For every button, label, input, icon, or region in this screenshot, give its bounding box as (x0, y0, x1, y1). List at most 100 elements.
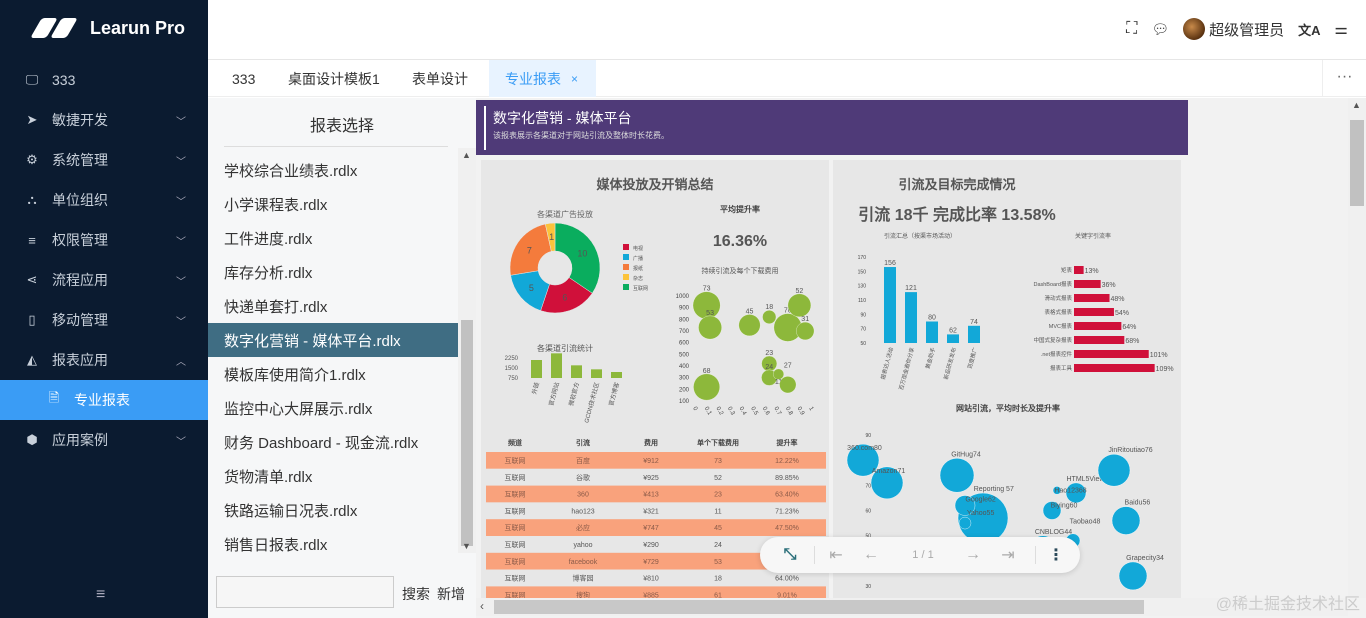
bar (968, 325, 980, 343)
table-cell: 360 (577, 492, 589, 499)
user-menu[interactable]: 超级管理员 (1183, 18, 1284, 40)
sidebar-item[interactable]: ➤ 敏捷开发 ﹀ (0, 100, 208, 140)
report-list-item[interactable]: 模板库使用简介1.rdlx (224, 366, 366, 384)
settings-sliders-icon[interactable]: ⚌ (1334, 21, 1348, 38)
last-page-icon[interactable]: ⇥ (1001, 547, 1015, 564)
tab-desktop-template[interactable]: 桌面设计模板1 (272, 60, 396, 97)
message-icon[interactable]: 💬︎ (1151, 20, 1170, 37)
translate-icon[interactable]: 文A (1298, 22, 1321, 38)
sidebar-item[interactable]: ⋖ 流程应用 ﹀ (0, 260, 208, 300)
sidebar-item[interactable]: 🖵 333 (0, 60, 208, 100)
y-tick-label: 50 (865, 534, 871, 540)
report-search-input[interactable] (216, 576, 394, 608)
kpi-summary: 引流 18千 完成比率 13.58% (858, 205, 1055, 224)
add-button[interactable]: 新增 (437, 586, 465, 602)
tab-label: 表单设计 (412, 70, 468, 87)
bubble-label: Reporting 57 (974, 486, 1014, 493)
bubble-label: 27 (784, 362, 792, 369)
bar-value-label: 64% (1122, 324, 1136, 331)
bar-value-label: 68% (1125, 338, 1139, 345)
sidebar-item[interactable]: ▯ 移动管理 ﹀ (0, 300, 208, 340)
close-icon[interactable]: × (571, 71, 579, 86)
bar (571, 365, 582, 378)
logo[interactable]: Learun Pro (30, 16, 185, 40)
next-page-icon[interactable]: → (965, 546, 981, 563)
viewer-vscroll-thumb[interactable] (1350, 120, 1364, 206)
sidebar-item[interactable]: ⛬ 单位组织 ﹀ (0, 180, 208, 220)
fullscreen-icon[interactable]: ⛶ (1126, 20, 1138, 37)
slice-label: 7 (527, 246, 532, 256)
tab-label: 333 (232, 70, 256, 87)
cube-icon: ⬢ (26, 432, 38, 447)
table-cell: 73 (714, 458, 722, 465)
viewer-horizontal-scrollbar[interactable]: ‹ (476, 598, 1348, 616)
viewer-hscroll-thumb[interactable] (494, 600, 1144, 614)
tab-form-design[interactable]: 表单设计 (396, 60, 484, 97)
sidebar-item[interactable]: ≡ 权限管理 ﹀ (0, 220, 208, 260)
prev-page-icon[interactable]: ← (863, 546, 879, 563)
y-tick-label: 600 (679, 341, 690, 347)
sidebar-item[interactable]: ⚙ 系统管理 ﹀ (0, 140, 208, 180)
report-list-item[interactable]: 铁路运输日况表.rdlx (224, 502, 358, 520)
sidebar-item[interactable]: ◭ 报表应用 ︿ (0, 340, 208, 380)
chevron-down-icon: ﹀ (176, 236, 186, 248)
table-header: 引流 (576, 438, 590, 447)
tab-professional-report[interactable]: 专业报表 × (489, 60, 596, 97)
search-button[interactable]: 搜索 (402, 586, 430, 602)
sitemap-icon: ⛬ (27, 192, 37, 207)
chart-title: 网站引流，平均时长及提升率 (956, 403, 1060, 413)
more-tabs-button[interactable]: ··· (1322, 60, 1366, 97)
collapse-icon[interactable]: ⤡ (783, 546, 797, 563)
list-icon: ≡ (28, 232, 36, 248)
report-list-item[interactable]: 小学课程表.rdlx (224, 196, 328, 214)
report-list-item[interactable]: 库存分析.rdlx (224, 264, 313, 282)
more-icon[interactable]: ⋮ (1048, 547, 1064, 564)
table-cell: 71.23% (775, 508, 799, 515)
report-list-item[interactable]: 快递单套打.rdlx (224, 298, 328, 316)
header-accent-bar (484, 106, 486, 150)
scroll-down-icon[interactable]: ▼ (462, 541, 471, 551)
report-viewer: 数字化营销 - 媒体平台 该报表展示各渠道对于网站引流及整体时长花费。 媒体投放… (476, 98, 1366, 618)
viewer-vertical-scrollbar[interactable]: ▲ (1348, 98, 1366, 598)
table-cell: 47.50% (775, 525, 799, 532)
bar (1074, 308, 1114, 316)
x-tick-label: 百万现金邀你分享 (897, 346, 916, 391)
bar (1074, 322, 1122, 330)
report-list-item[interactable]: 财务 Dashboard - 现金流.rdlx (224, 434, 419, 452)
tab-333[interactable]: 333 (216, 60, 271, 97)
bubble-label: 31 (801, 316, 809, 323)
sidebar-item[interactable]: 🗎 专业报表 (0, 380, 208, 420)
y-tick-label: 表格式报表 (1044, 308, 1072, 316)
collapse-sidebar-icon[interactable]: ≡ (96, 586, 106, 603)
chart-title: 持续引流及每个下载费用 (702, 266, 779, 275)
y-tick-label: 90 (860, 312, 866, 318)
first-page-icon[interactable]: ⇤ (829, 547, 843, 564)
scroll-up-icon[interactable]: ▲ (462, 150, 471, 160)
watermark: @稀土掘金技术社区 (1215, 596, 1360, 613)
bubble-label: 360.com80 (847, 445, 882, 452)
report-subtitle: 该报表展示各渠道对于网站引流及整体时长花费。 (493, 131, 669, 140)
list-scrollbar-thumb[interactable] (461, 320, 473, 546)
legend-swatch (623, 284, 629, 290)
scroll-left-icon[interactable]: ‹ (480, 599, 484, 613)
bar-value-label: 62 (949, 327, 957, 334)
report-list-title: 报表选择 (309, 118, 374, 135)
y-tick-label: 60 (865, 509, 871, 515)
scroll-up-icon[interactable]: ▲ (1352, 100, 1361, 110)
report-list-item[interactable]: 销售日报表.rdlx (224, 536, 328, 554)
tab-bar: 333 桌面设计模板1 表单设计 专业报表 × ··· (208, 60, 1366, 97)
x-tick-label: 官方网站 (547, 381, 561, 406)
report-list-item[interactable]: 数字化营销 - 媒体平台.rdlx (208, 323, 458, 357)
table-cell: 45 (714, 525, 722, 532)
report-list-item[interactable]: 工件进度.rdlx (224, 230, 313, 248)
bar (611, 372, 622, 378)
sidebar-item[interactable]: ⬢ 应用案例 ﹀ (0, 420, 208, 460)
list-scrollbar[interactable]: ▲ ▼ (458, 148, 476, 553)
bubble-label: 76 (784, 308, 792, 315)
table-cell: 搜狗 (576, 590, 590, 599)
report-list-item[interactable]: 监控中心大屏展示.rdlx (224, 400, 373, 418)
table-cell: 互联网 (505, 540, 526, 549)
report-list-item[interactable]: 货物清单.rdlx (224, 468, 313, 486)
report-list-item[interactable]: 学校综合业绩表.rdlx (224, 162, 358, 180)
